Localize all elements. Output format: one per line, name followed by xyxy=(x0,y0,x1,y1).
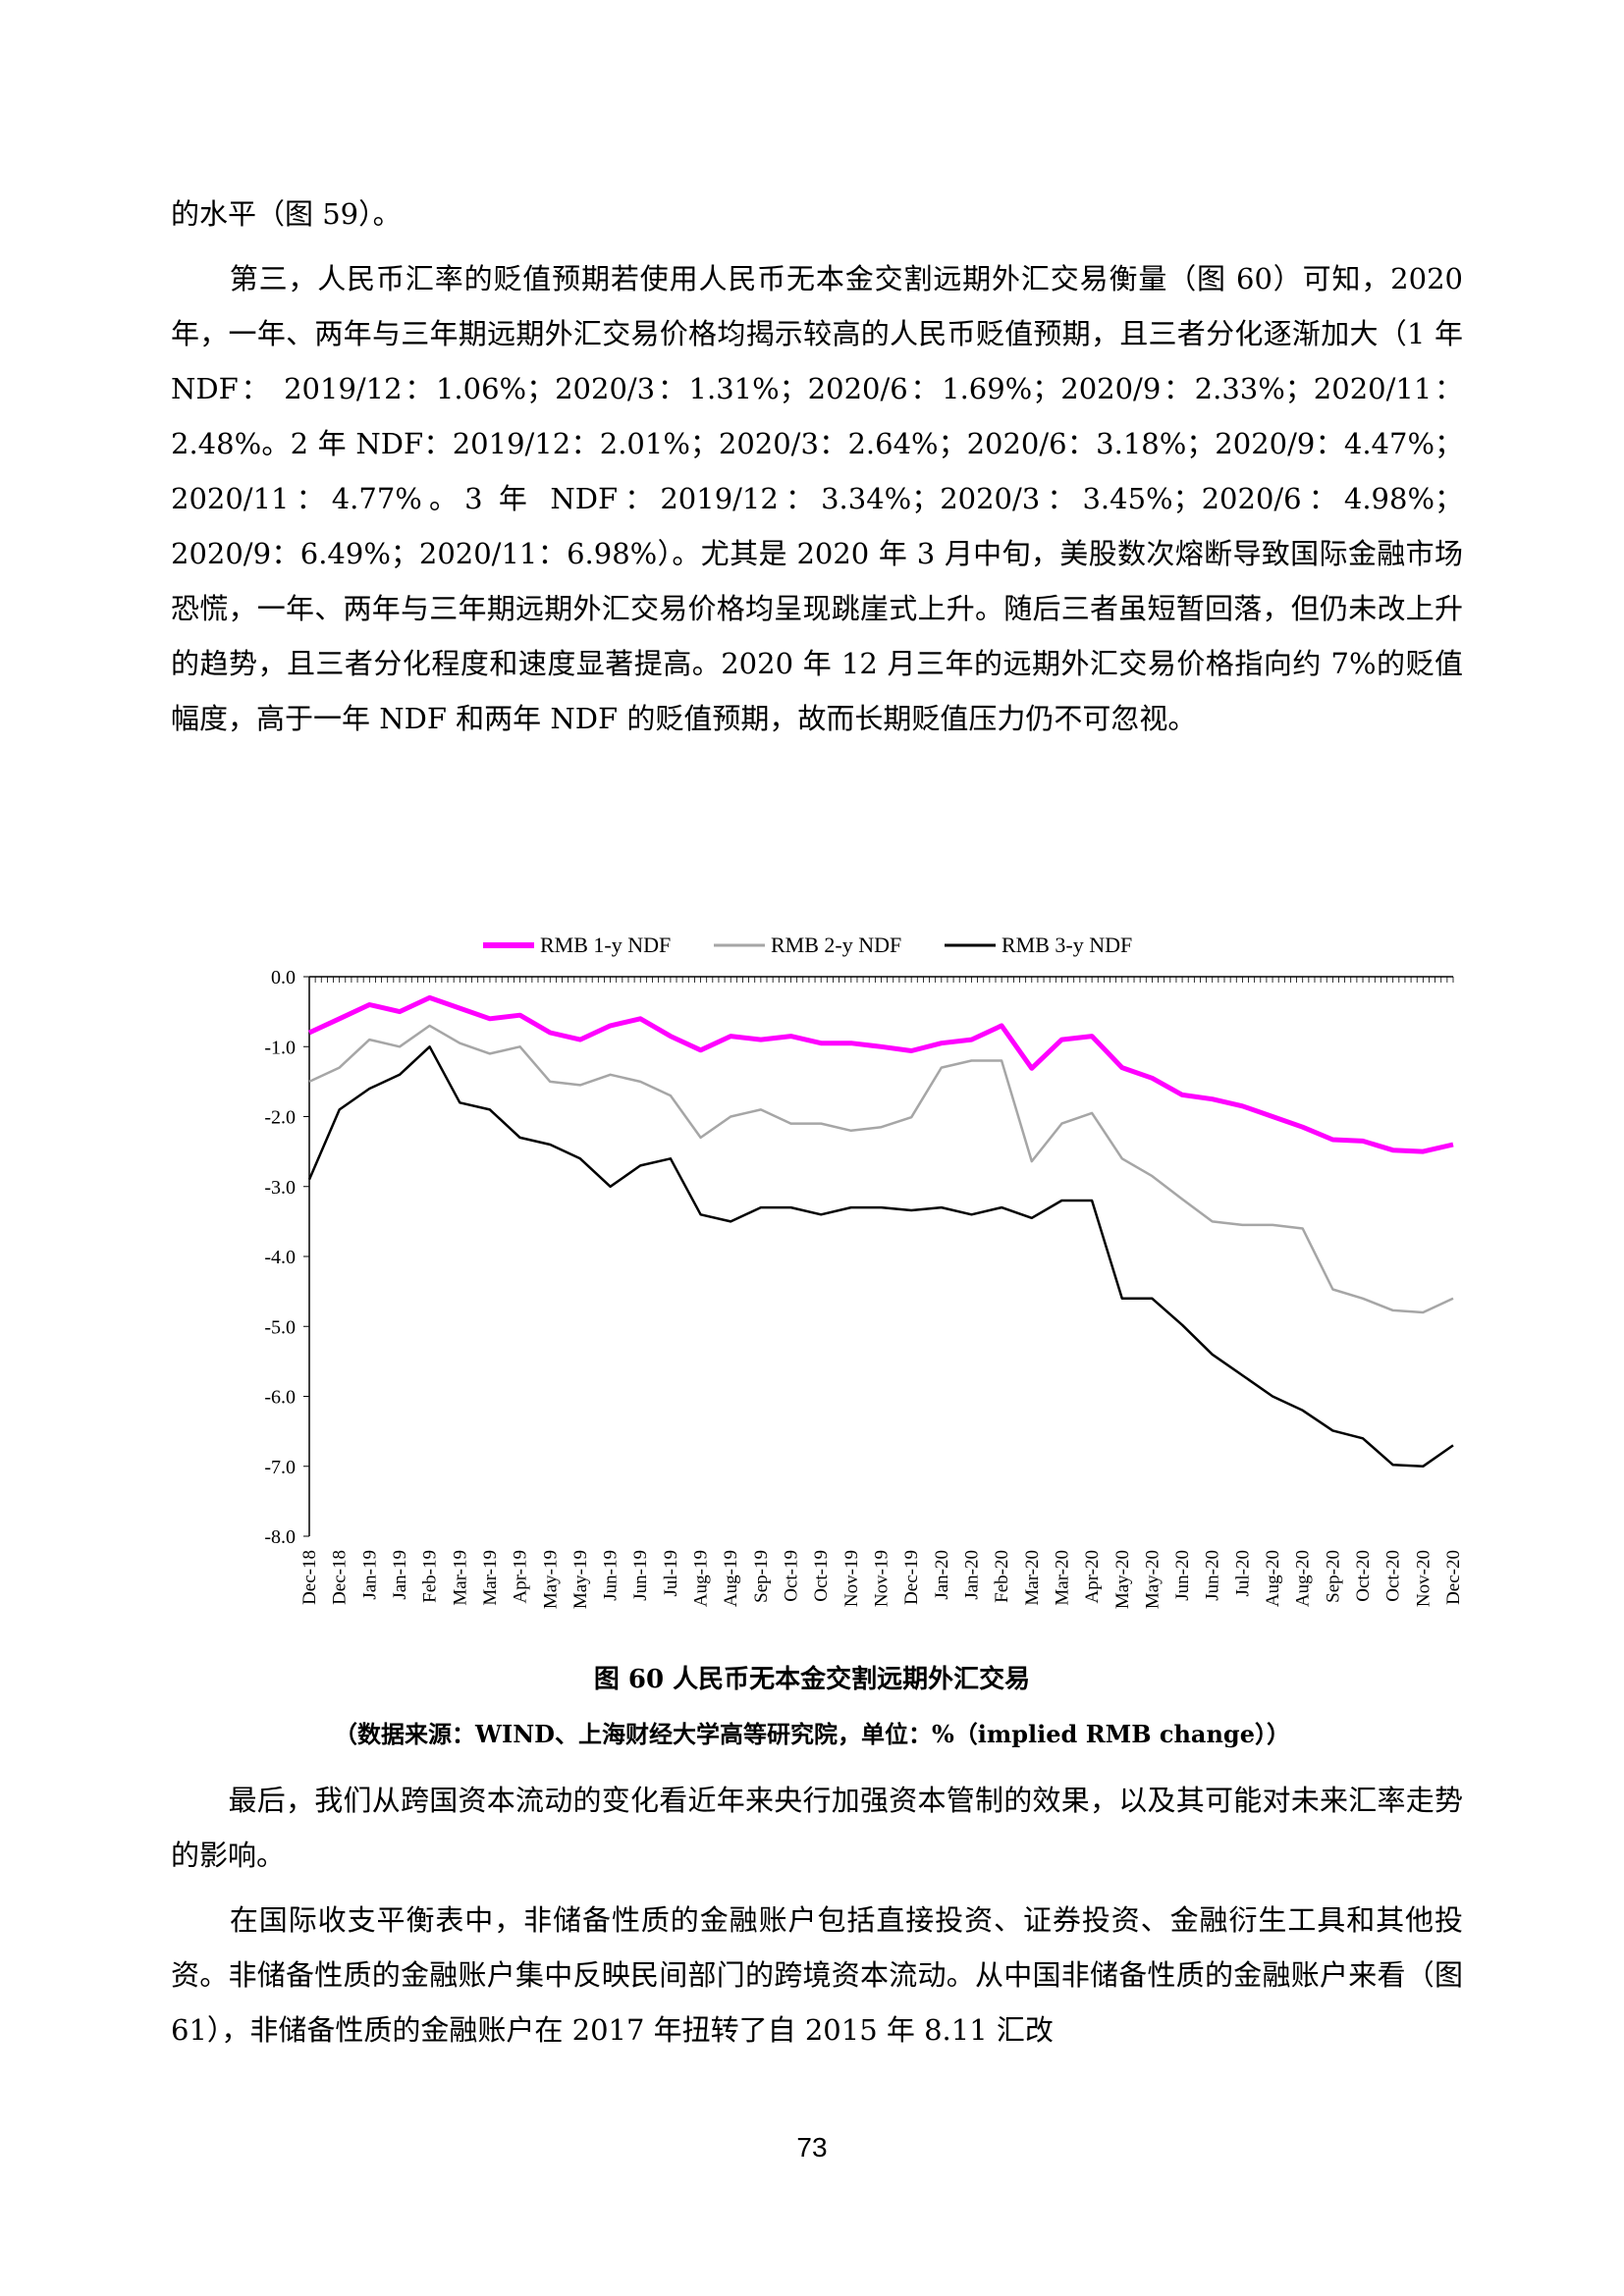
x-tick-label: Oct-20 xyxy=(1353,1550,1374,1602)
x-tick-label: Sep-20 xyxy=(1323,1550,1343,1603)
x-tick-label: Jul-19 xyxy=(661,1550,681,1597)
y-tick-label: -4.0 xyxy=(264,1247,296,1268)
page-number: 73 xyxy=(796,2132,828,2163)
x-tick-label: Feb-19 xyxy=(420,1550,441,1603)
legend-label: RMB 3-y NDF xyxy=(1001,933,1132,957)
x-tick-label: Dec-18 xyxy=(330,1550,351,1605)
x-tick-label: Mar-19 xyxy=(450,1550,470,1606)
x-tick-label: May-19 xyxy=(540,1550,561,1609)
x-tick-label: Jan-20 xyxy=(961,1550,982,1600)
x-tick-label: Oct-20 xyxy=(1383,1550,1404,1602)
paragraph-1: 的水平（图 59）。 xyxy=(171,197,402,231)
x-tick-label: Jan-20 xyxy=(932,1550,952,1600)
x-tick-label: May-20 xyxy=(1112,1550,1133,1609)
x-tick-label: Jun-19 xyxy=(630,1550,651,1601)
x-tick-label: Jul-20 xyxy=(1232,1550,1253,1597)
x-tick-label: Aug-19 xyxy=(691,1550,712,1607)
x-tick-label: Nov-19 xyxy=(841,1550,862,1607)
series-line-2 xyxy=(308,1024,1454,1314)
x-tick-label: Jun-20 xyxy=(1172,1550,1193,1601)
y-tick-label: -1.0 xyxy=(264,1037,296,1058)
x-tick-label: Jun-20 xyxy=(1203,1550,1223,1601)
x-tick-label: Aug-19 xyxy=(721,1550,741,1607)
x-tick-label: Dec-18 xyxy=(299,1550,320,1605)
x-tick-label: Aug-20 xyxy=(1293,1550,1314,1607)
x-tick-label: Aug-20 xyxy=(1263,1550,1283,1607)
paragraph-3: 最后，我们从跨国资本流动的变化看近年来央行加强资本管制的效果，以及其可能对未来汇… xyxy=(171,1784,1463,1872)
x-tick-label: May-20 xyxy=(1142,1550,1163,1609)
y-tick-label: -8.0 xyxy=(264,1526,296,1548)
legend-label: RMB 1-y NDF xyxy=(540,933,671,957)
chart-series xyxy=(307,994,1454,1468)
x-tick-label: Dec-19 xyxy=(901,1550,922,1605)
x-tick-label: Apr-20 xyxy=(1082,1550,1103,1604)
x-tick-label: Mar-19 xyxy=(480,1550,501,1606)
y-tick-label: -6.0 xyxy=(264,1387,296,1409)
x-tick-label: Mar-20 xyxy=(1022,1550,1043,1606)
x-tick-label: Jan-19 xyxy=(390,1550,410,1600)
chart-axes: 0.0-1.0-2.0-3.0-4.0-5.0-6.0-7.0-8.0Dec-1… xyxy=(264,967,1464,1609)
chart-legend: RMB 1-y NDF RMB 2-y NDF RMB 3-y NDF xyxy=(483,933,1132,957)
y-tick-label: -3.0 xyxy=(264,1177,296,1199)
x-tick-label: Sep-19 xyxy=(751,1550,772,1603)
y-tick-label: -2.0 xyxy=(264,1107,296,1129)
x-tick-label: Dec-20 xyxy=(1443,1550,1464,1605)
paragraph-2: 第三，人民币汇率的贬值预期若使用人民币无本金交割远期外汇交易衡量（图 60）可知… xyxy=(171,262,1473,735)
x-tick-label: Jun-19 xyxy=(601,1550,622,1601)
x-tick-label: Oct-19 xyxy=(811,1550,832,1602)
y-tick-label: 0.0 xyxy=(271,967,296,988)
x-tick-label: Jan-19 xyxy=(359,1550,380,1600)
figure-title: 图 60 人民币无本金交割远期外汇交易 xyxy=(593,1665,1031,1694)
x-tick-label: Nov-20 xyxy=(1413,1550,1434,1607)
x-tick-label: Mar-20 xyxy=(1052,1550,1072,1606)
x-tick-label: Feb-20 xyxy=(992,1550,1012,1603)
y-tick-label: -7.0 xyxy=(264,1457,296,1478)
series-line-1 xyxy=(307,994,1454,1154)
x-tick-label: Nov-19 xyxy=(872,1550,893,1607)
x-tick-label: Oct-19 xyxy=(782,1550,802,1602)
x-tick-label: May-19 xyxy=(570,1550,591,1609)
series-line-3 xyxy=(307,1045,1454,1468)
figure-source: （数据来源：WIND、上海财经大学高等研究院，单位：%（implied RMB … xyxy=(334,1720,1290,1748)
legend-label: RMB 2-y NDF xyxy=(771,933,901,957)
x-tick-label: Apr-19 xyxy=(511,1550,531,1604)
paragraph-4: 在国际收支平衡表中，非储备性质的金融账户包括直接投资、证券投资、金融衍生工具和其… xyxy=(171,1903,1473,2047)
y-tick-label: -5.0 xyxy=(264,1316,296,1338)
ndf-chart: RMB 1-y NDF RMB 2-y NDF RMB 3-y NDF 0.0 -1.… xyxy=(264,933,1464,1609)
